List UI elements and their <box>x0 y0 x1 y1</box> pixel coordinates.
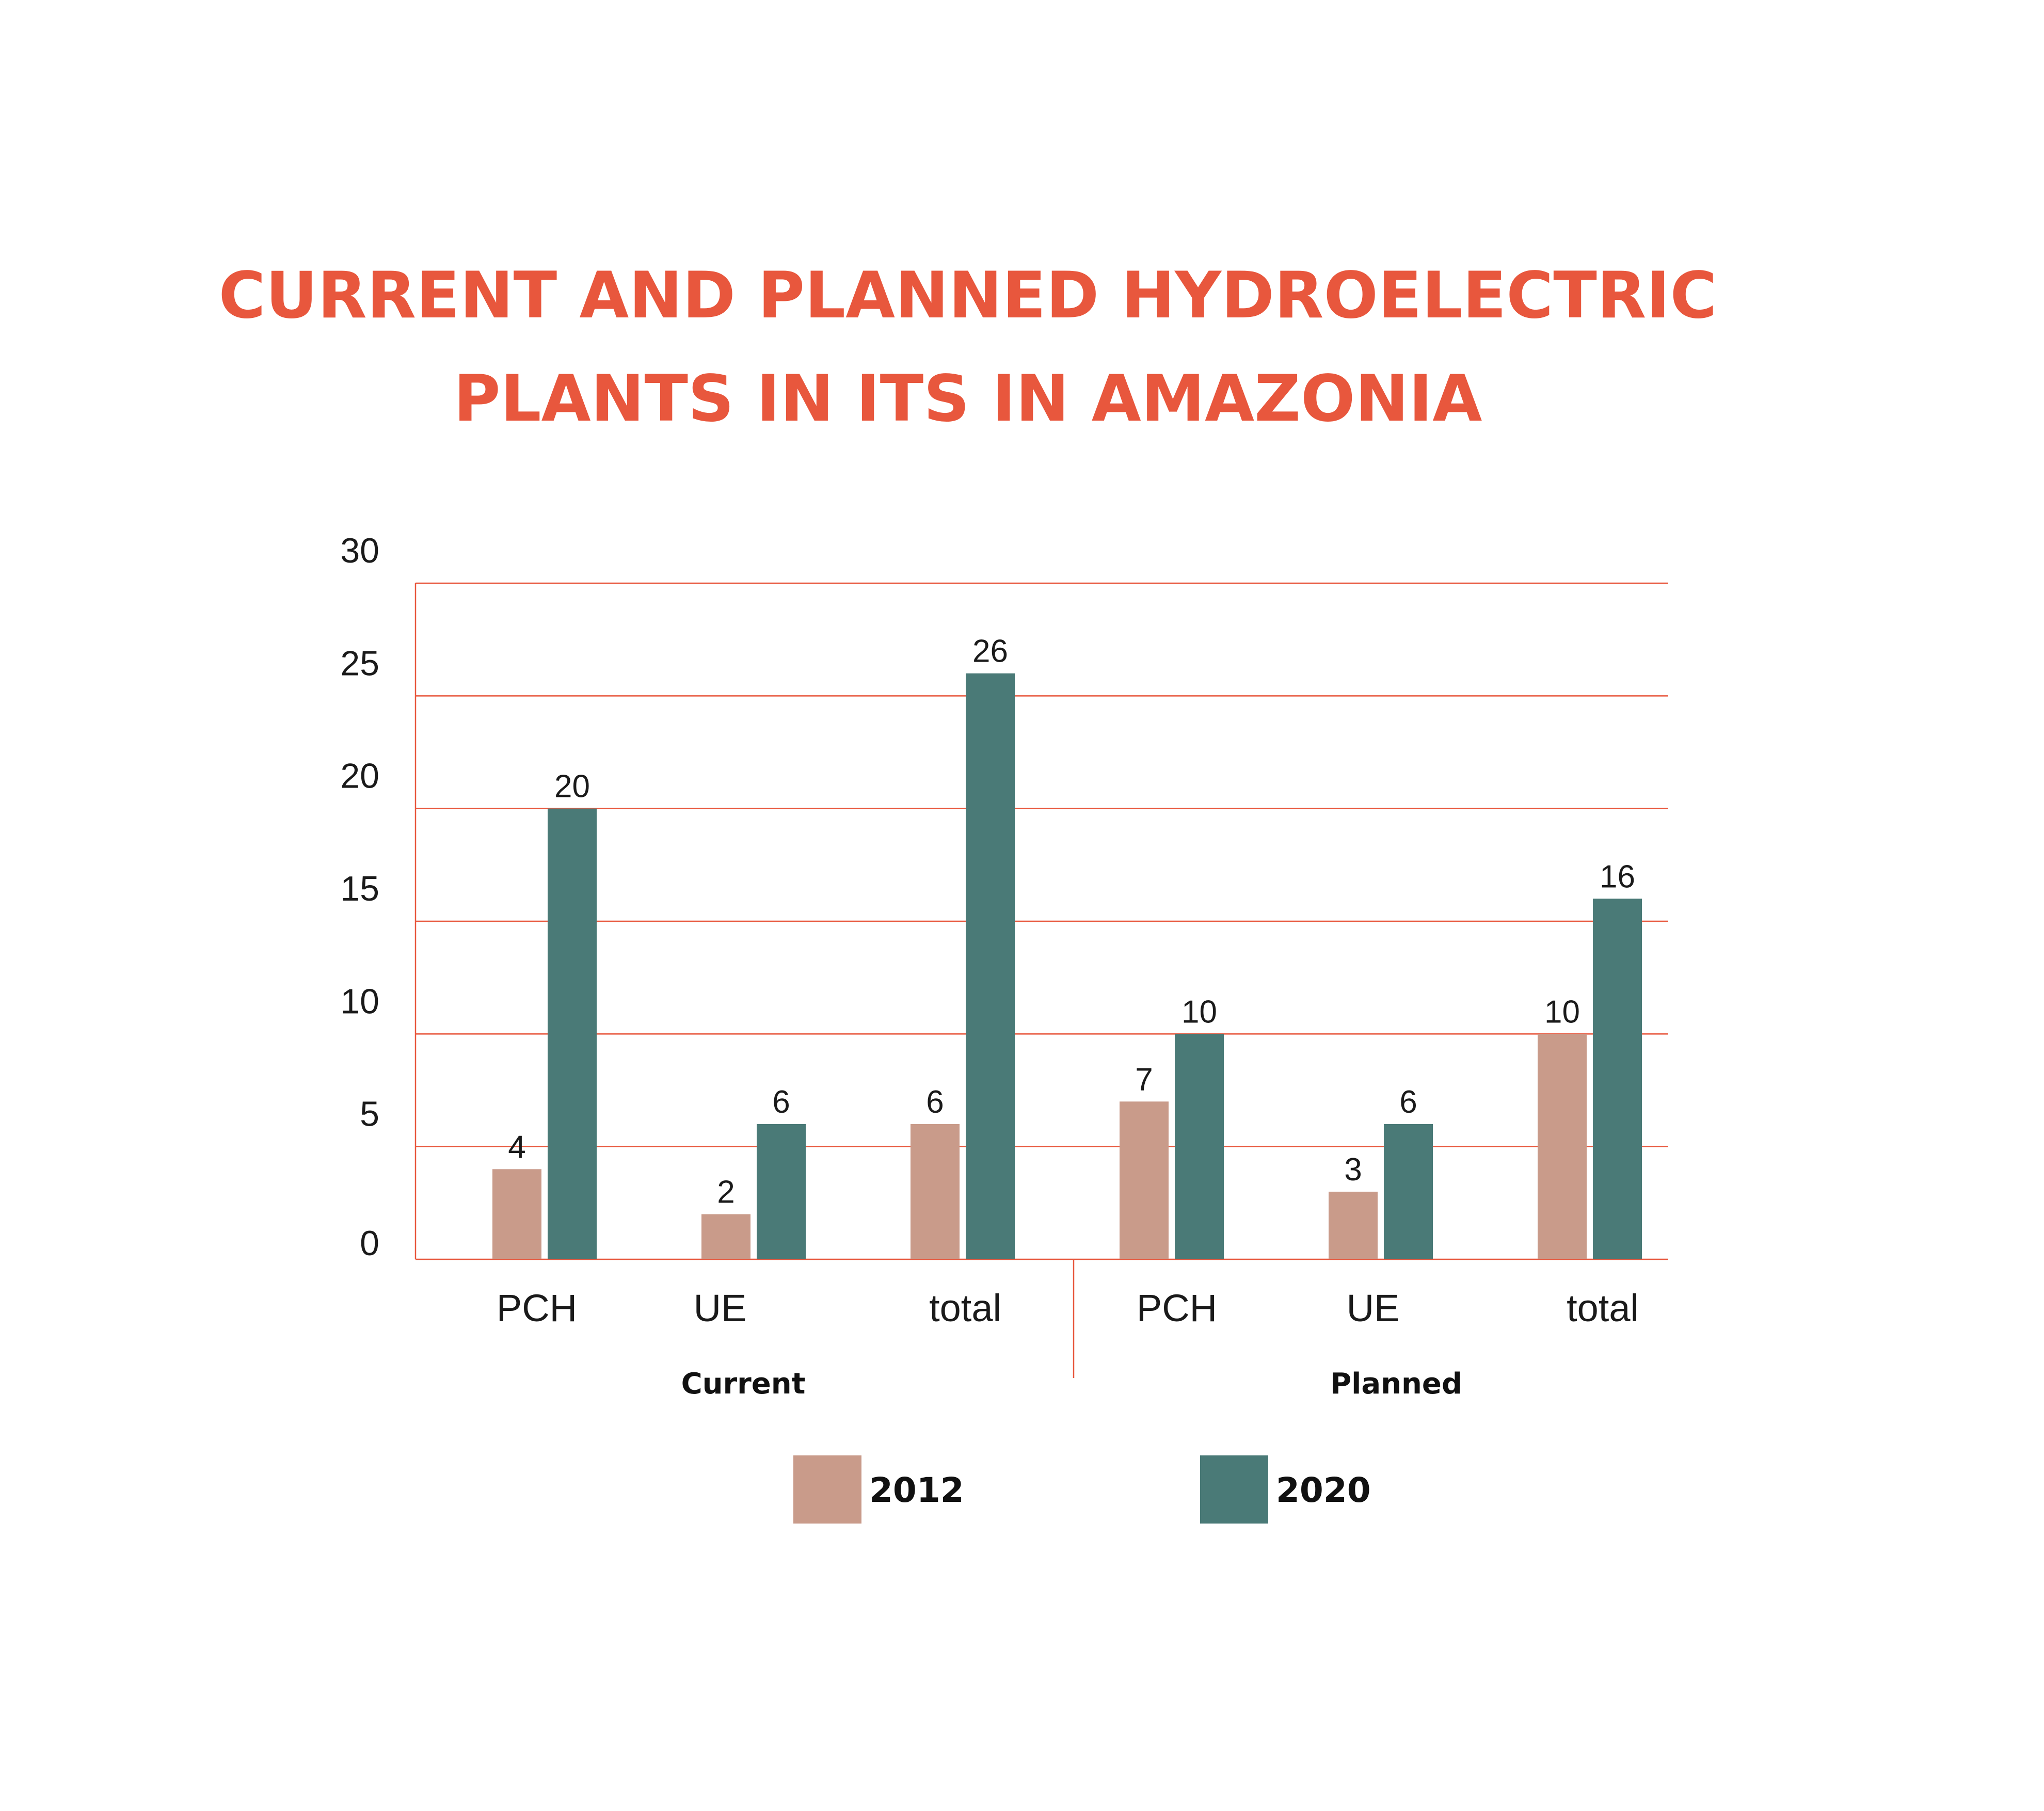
bar-2012-pch <box>1120 1101 1169 1259</box>
data-label: 10 <box>1544 994 1580 1030</box>
y-tick-label: 15 <box>340 869 379 908</box>
data-label: 16 <box>1600 859 1635 894</box>
legend-swatch-2020 <box>1200 1455 1268 1524</box>
data-label: 10 <box>1181 994 1217 1030</box>
group-label-planned: Planned <box>1330 1367 1462 1401</box>
y-tick-label: 30 <box>340 531 379 570</box>
data-label: 6 <box>1399 1084 1417 1120</box>
x-category-label: UE <box>694 1287 747 1329</box>
y-tick-label: 0 <box>360 1224 379 1263</box>
bar-2020-ue <box>757 1124 806 1259</box>
y-tick-label: 5 <box>360 1095 379 1134</box>
data-label: 26 <box>972 634 1008 669</box>
group-label-current: Current <box>681 1367 806 1401</box>
data-label: 20 <box>554 769 590 805</box>
data-label: 7 <box>1135 1062 1153 1097</box>
bar-2020-total <box>1593 899 1642 1259</box>
data-label: 6 <box>926 1084 944 1120</box>
legend-label-2020: 2020 <box>1276 1470 1371 1510</box>
x-category-label: total <box>1567 1287 1639 1329</box>
bar-2012-total <box>911 1124 960 1259</box>
y-tick-label: 25 <box>340 644 379 683</box>
y-tick-label: 20 <box>340 757 379 796</box>
bar-2012-total <box>1538 1034 1587 1259</box>
x-category-label: UE <box>1347 1287 1400 1329</box>
data-label: 3 <box>1344 1152 1362 1188</box>
data-label: 2 <box>717 1175 734 1210</box>
bar-2012-ue <box>701 1214 750 1259</box>
bar-2012-ue <box>1329 1192 1378 1259</box>
chart-title-line-1: CURRENT AND PLANNED HYDROELECTRIC <box>219 259 1717 333</box>
bar-2020-pch <box>1175 1034 1224 1259</box>
bar-2020-pch <box>548 808 597 1259</box>
legend-label-2012: 2012 <box>869 1470 964 1510</box>
y-tick-label: 10 <box>340 982 379 1021</box>
x-category-label: PCH <box>497 1287 577 1329</box>
x-category-label: total <box>929 1287 1001 1329</box>
data-label: 6 <box>772 1084 790 1120</box>
bar-2012-pch <box>492 1169 541 1259</box>
chart-title-line-2: PLANTS IN ITS IN AMAZONIA <box>454 362 1482 436</box>
data-label: 4 <box>508 1129 525 1165</box>
bar-2020-ue <box>1384 1124 1433 1259</box>
legend-swatch-2012 <box>793 1455 861 1524</box>
bar-2020-total <box>966 673 1015 1259</box>
x-category-label: PCH <box>1137 1287 1217 1329</box>
